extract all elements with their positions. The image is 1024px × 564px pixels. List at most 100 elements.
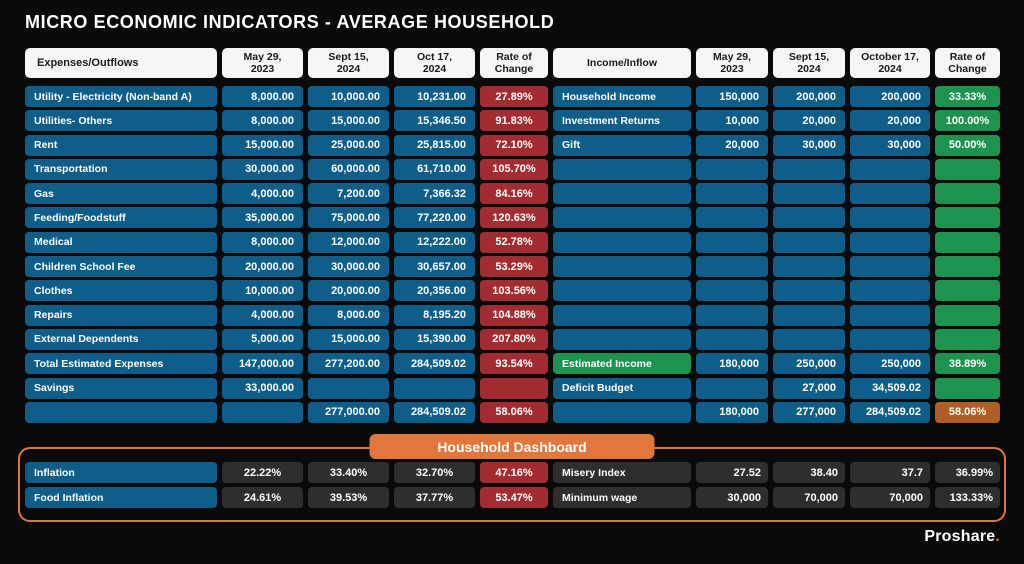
value-cell (850, 207, 930, 229)
value-cell: 30,657.00 (394, 256, 475, 278)
value-cell (850, 231, 930, 253)
value-cell: 39.53% (308, 487, 389, 508)
rate-cell (935, 280, 1000, 302)
rate-cell (935, 328, 1000, 350)
value-cell: 30,000.00 (222, 158, 303, 180)
rate-cell: 105.70% (480, 158, 548, 180)
value-cell: 20,000 (773, 110, 845, 132)
rate-cell: 72.10% (480, 134, 548, 156)
value-cell: 12,000.00 (308, 231, 389, 253)
rate-cell: 100.00% (935, 110, 1000, 132)
rate-cell: 53.47% (480, 487, 548, 508)
column-header: Sept 15, 2024 (773, 48, 845, 78)
value-cell: 60,000.00 (308, 158, 389, 180)
dashboard-right-table: Misery Index 27.52 38.40 37.7 36.99% Minimum … (553, 462, 1000, 508)
rate-cell (935, 207, 1000, 229)
value-cell: 77,220.00 (394, 207, 475, 229)
value-cell: 4,000.00 (222, 304, 303, 326)
rate-cell: 58.06% (935, 401, 1000, 423)
row-label (25, 401, 217, 423)
value-cell: 20,000.00 (308, 280, 389, 302)
value-cell: 20,000.00 (222, 256, 303, 278)
value-cell: 147,000.00 (222, 353, 303, 375)
value-cell: 15,000.00 (308, 328, 389, 350)
value-cell: 10,000.00 (222, 280, 303, 302)
rate-cell (935, 256, 1000, 278)
row-label (553, 158, 691, 180)
value-cell: 25,815.00 (394, 134, 475, 156)
value-cell: 150,000 (696, 86, 768, 107)
row-label: Medical (25, 231, 217, 253)
row-label: Total Estimated Expenses (25, 353, 217, 375)
value-cell: 277,000.00 (308, 401, 389, 423)
value-cell: 7,366.32 (394, 183, 475, 205)
row-label: Utility - Electricity (Non-band A) (25, 86, 217, 107)
value-cell: 33,000.00 (222, 377, 303, 399)
rate-cell: 33.33% (935, 86, 1000, 107)
rate-cell: 93.54% (480, 353, 548, 375)
value-cell (394, 377, 475, 399)
value-cell (850, 158, 930, 180)
value-cell: 277,000 (773, 401, 845, 423)
value-cell: 30,000 (696, 487, 768, 508)
row-label (553, 401, 691, 423)
dashboard-left-table: Inflation 22.22% 33.40% 32.70% 47.16% Food In… (25, 462, 548, 508)
row-label (553, 231, 691, 253)
rate-cell: 38.89% (935, 353, 1000, 375)
rate-cell: 53.29% (480, 256, 548, 278)
row-label: Food Inflation (25, 487, 217, 508)
rate-cell: 91.83% (480, 110, 548, 132)
rate-cell: 207.80% (480, 328, 548, 350)
row-label: Household Income (553, 86, 691, 107)
row-label: Utilities- Others (25, 110, 217, 132)
page-title: MICRO ECONOMIC INDICATORS - AVERAGE HOUS… (25, 12, 555, 32)
value-cell: 15,390.00 (394, 328, 475, 350)
expenses-table-header: Expenses/Outflows May 29, 2023 Sept 15, 20… (25, 48, 548, 78)
value-cell: 180,000 (696, 401, 768, 423)
rate-cell: 104.88% (480, 304, 548, 326)
value-cell: 35,000.00 (222, 207, 303, 229)
value-cell: 8,195.20 (394, 304, 475, 326)
row-label (553, 328, 691, 350)
value-cell: 20,000 (850, 110, 930, 132)
column-header: Sept 15, 2024 (308, 48, 389, 78)
value-cell: 70,000 (773, 487, 845, 508)
value-cell: 27.52 (696, 462, 768, 483)
value-cell: 22.22% (222, 462, 303, 483)
expenses-table: Utility - Electricity (Non-band A) 8,000.… (25, 86, 548, 423)
rate-cell (935, 377, 1000, 399)
row-label (553, 183, 691, 205)
value-cell (773, 328, 845, 350)
value-cell (222, 401, 303, 423)
rate-cell (935, 231, 1000, 253)
row-label: Rent (25, 134, 217, 156)
value-cell: 70,000 (850, 487, 930, 508)
row-label (553, 256, 691, 278)
rate-cell (480, 377, 548, 399)
row-label: Minimum wage (553, 487, 691, 508)
row-label (553, 280, 691, 302)
value-cell (696, 280, 768, 302)
row-label: Clothes (25, 280, 217, 302)
value-cell: 38.40 (773, 462, 845, 483)
column-header: October 17, 2024 (850, 48, 930, 78)
column-header: May 29, 2023 (696, 48, 768, 78)
value-cell: 10,000.00 (308, 86, 389, 107)
row-label (553, 304, 691, 326)
row-label: Deficit Budget (553, 377, 691, 399)
value-cell: 7,200.00 (308, 183, 389, 205)
column-header: Rate of Change (480, 48, 548, 78)
value-cell: 8,000.00 (222, 86, 303, 107)
value-cell (696, 231, 768, 253)
value-cell: 8,000.00 (308, 304, 389, 326)
row-label: Gift (553, 134, 691, 156)
value-cell (850, 304, 930, 326)
rate-cell: 52.78% (480, 231, 548, 253)
row-label: Estimated Income (553, 353, 691, 375)
rate-cell: 50.00% (935, 134, 1000, 156)
value-cell: 25,000.00 (308, 134, 389, 156)
value-cell (773, 207, 845, 229)
value-cell: 8,000.00 (222, 110, 303, 132)
value-cell: 200,000 (773, 86, 845, 107)
column-header: Oct 17, 2024 (394, 48, 475, 78)
